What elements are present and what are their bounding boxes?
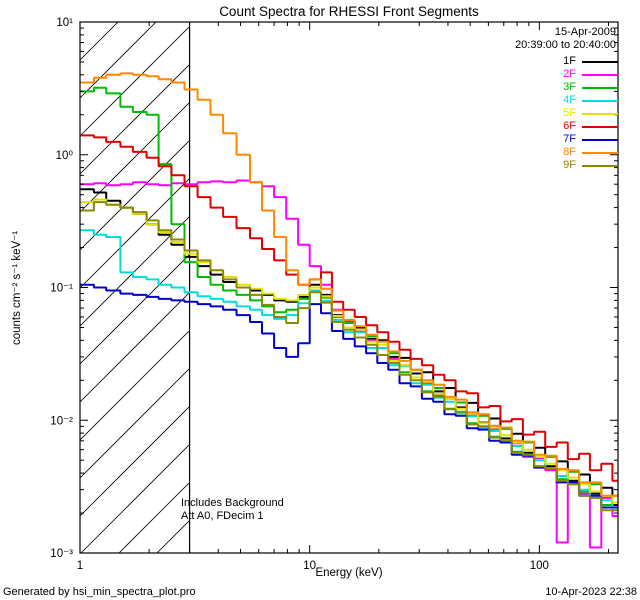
series-7F [80,283,618,509]
series-2F [80,179,618,549]
legend-line-3F [582,86,618,89]
legend-item-9F: 9F [563,159,618,172]
series-lines [80,72,618,549]
generated-by-text: Generated by hsi_min_spectra_plot.pro [3,586,196,598]
legend-line-4F [582,99,618,102]
tick-labels: 1 10 100 10⁻³ 10⁻² 10⁻¹ 10⁰ 10¹ [50,17,549,572]
legend-line-1F [582,60,618,63]
background-note: Includes Background [181,497,284,509]
legend-line-8F [582,151,618,154]
legend-label-3F: 3F [563,81,576,93]
legend-line-6F [582,125,618,128]
legend-line-2F [582,73,618,76]
y-tick-label: 10⁻³ [50,548,73,560]
plot-timestamp: 10-Apr-2023 22:38 [545,586,637,598]
legend-label-7F: 7F [563,133,576,145]
axis-ticks [79,21,618,554]
legend-item-8F: 8F [563,146,618,159]
legend-item-3F: 3F [563,81,618,94]
series-6F [80,134,618,482]
legend-label-2F: 2F [563,68,576,80]
attenuator-note: Att A0, FDecim 1 [181,510,264,522]
legend-line-9F [582,164,618,167]
legend-label-4F: 4F [563,94,576,106]
legend-label-9F: 9F [563,159,576,171]
x-tick-label: 1 [77,560,83,572]
series-9F [80,201,618,512]
plot-title: Count Spectra for RHESSI Front Segments [219,4,479,19]
y-tick-label: 10⁻² [50,415,73,427]
legend-line-5F [582,112,618,115]
legend-item-2F: 2F [563,68,618,81]
hatch-region [80,22,190,553]
x-tick-label: 10 [303,560,316,572]
legend-label-1F: 1F [563,55,576,67]
series-5F [80,198,618,504]
observation-time-range: 20:39:00 to 20:40:00 [515,39,616,51]
legend-label-6F: 6F [563,120,576,132]
legend: 1F 2F 3F 4F 5F 6F 7F 8F 9F [563,55,618,172]
observation-date: 15-Apr-2009 [554,26,616,38]
legend-item-5F: 5F [563,107,618,120]
legend-line-7F [582,138,618,141]
legend-label-5F: 5F [563,107,576,119]
x-axis-label: Energy (keV) [315,567,383,579]
y-axis-label: counts cm⁻² s⁻¹ keV⁻¹ [11,230,23,346]
y-tick-label: 10⁰ [56,150,74,162]
y-tick-label: 10¹ [56,17,73,29]
legend-label-8F: 8F [563,146,576,158]
legend-item-6F: 6F [563,120,618,133]
legend-item-1F: 1F [563,55,618,68]
legend-item-4F: 4F [563,94,618,107]
x-tick-label: 100 [530,560,549,572]
legend-item-7F: 7F [563,133,618,146]
y-tick-label: 10⁻¹ [50,283,73,295]
